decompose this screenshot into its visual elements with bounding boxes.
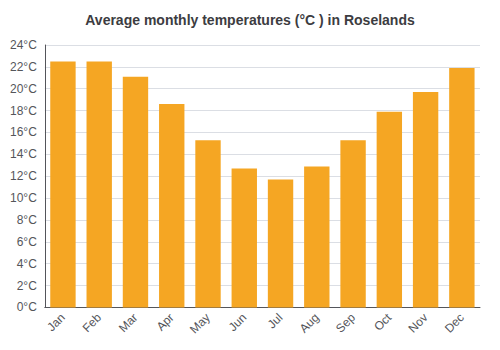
svg-text:2°C: 2°C [17, 279, 37, 293]
svg-text:12°C: 12°C [10, 169, 37, 183]
svg-text:Nov: Nov [406, 311, 431, 336]
svg-text:Jun: Jun [226, 311, 250, 335]
svg-text:24°C: 24°C [10, 38, 37, 52]
svg-text:20°C: 20°C [10, 82, 37, 96]
svg-text:18°C: 18°C [10, 104, 37, 118]
svg-text:8°C: 8°C [17, 213, 37, 227]
svg-text:Sep: Sep [333, 310, 358, 335]
svg-text:Average monthly temperatures (: Average monthly temperatures (°C ) in Ro… [85, 12, 415, 28]
svg-text:4°C: 4°C [17, 257, 37, 271]
svg-text:Apr: Apr [154, 311, 177, 334]
svg-text:Jan: Jan [44, 311, 68, 335]
svg-text:Dec: Dec [442, 311, 467, 336]
svg-text:14°C: 14°C [10, 147, 37, 161]
svg-text:Aug: Aug [297, 311, 322, 336]
svg-text:Feb: Feb [80, 310, 105, 335]
svg-text:16°C: 16°C [10, 125, 37, 139]
svg-text:0°C: 0°C [17, 300, 37, 314]
svg-text:6°C: 6°C [17, 235, 37, 249]
svg-text:Mar: Mar [116, 311, 141, 335]
svg-text:May: May [187, 311, 213, 337]
svg-text:Oct: Oct [371, 310, 395, 334]
svg-text:22°C: 22°C [10, 60, 37, 74]
svg-text:10°C: 10°C [10, 191, 37, 205]
svg-text:Jul: Jul [265, 311, 286, 332]
